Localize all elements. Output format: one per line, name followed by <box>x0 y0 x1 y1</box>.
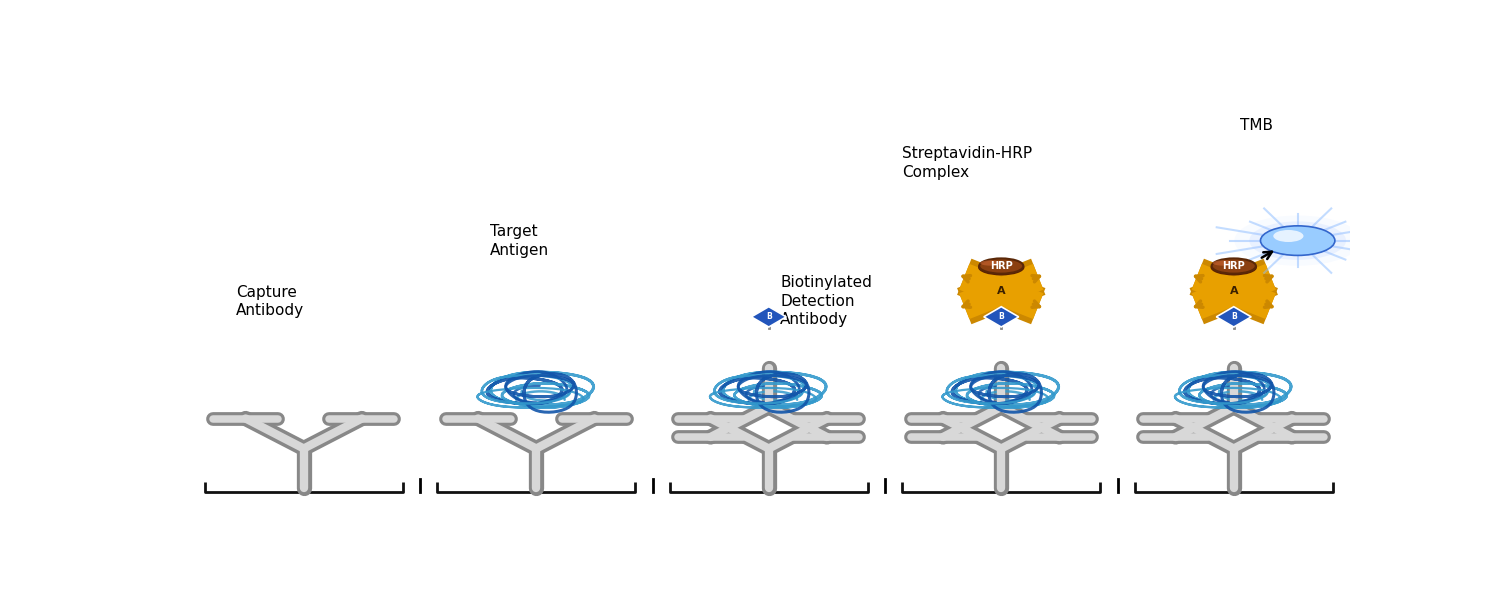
Circle shape <box>1250 221 1346 260</box>
Polygon shape <box>984 307 1018 327</box>
Text: Streptavidin-HRP
Complex: Streptavidin-HRP Complex <box>903 146 1032 179</box>
Text: B: B <box>1232 313 1236 322</box>
Text: HRP: HRP <box>1222 261 1245 271</box>
Text: B: B <box>999 313 1004 322</box>
Text: TMB: TMB <box>1239 118 1272 133</box>
Circle shape <box>1234 215 1360 266</box>
Ellipse shape <box>980 259 1023 274</box>
Ellipse shape <box>1210 259 1257 275</box>
Circle shape <box>1260 226 1335 256</box>
Text: Target
Antigen: Target Antigen <box>489 224 549 258</box>
Ellipse shape <box>978 259 1024 275</box>
Ellipse shape <box>981 260 1000 266</box>
Polygon shape <box>1216 307 1251 327</box>
Text: A: A <box>998 286 1005 296</box>
Circle shape <box>1260 226 1335 256</box>
Ellipse shape <box>1214 260 1233 266</box>
Polygon shape <box>752 307 786 327</box>
Text: Biotinylated
Detection
Antibody: Biotinylated Detection Antibody <box>780 275 873 328</box>
Ellipse shape <box>1212 259 1255 274</box>
Text: B: B <box>766 313 771 322</box>
Text: A: A <box>1230 286 1238 296</box>
Text: HRP: HRP <box>990 261 1012 271</box>
Text: Capture
Antibody: Capture Antibody <box>237 284 304 318</box>
Circle shape <box>1274 230 1304 242</box>
